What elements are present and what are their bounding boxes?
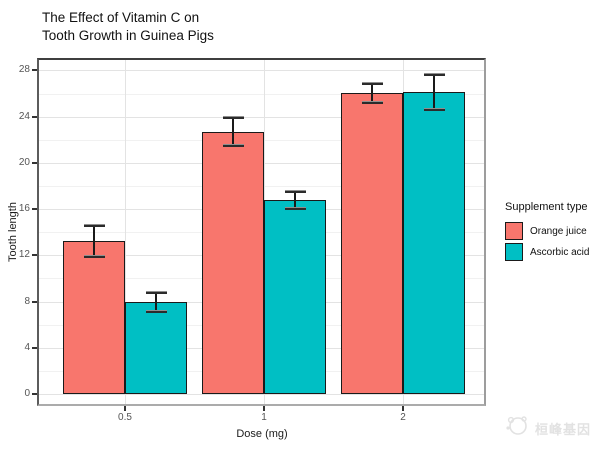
- y-tick-mark: [32, 162, 37, 164]
- y-tick-label: 0: [24, 388, 30, 399]
- legend-item-orange-juice: Orange juice: [505, 222, 589, 240]
- x-tick-label: 1: [261, 412, 267, 423]
- gridline-major-y: [39, 70, 484, 71]
- legend: Supplement type Orange juice Ascorbic ac…: [505, 201, 589, 264]
- y-tick-label: 12: [18, 249, 30, 260]
- x-tick-label: 2: [400, 412, 406, 423]
- gridline-minor-y: [39, 94, 484, 95]
- errorbar-cap-bottom: [145, 309, 167, 313]
- legend-title: Supplement type: [505, 201, 588, 213]
- legend-label: Orange juice: [530, 225, 587, 237]
- x-tick-mark: [124, 406, 126, 411]
- errorbar-orange-juice-0.5: [93, 224, 95, 258]
- legend-swatch-orange-juice: [505, 222, 523, 240]
- errorbar-ascorbic-acid-2: [433, 74, 435, 110]
- y-tick-label: 20: [18, 157, 30, 168]
- errorbar-orange-juice-2: [371, 83, 373, 103]
- watermark: 桓峰基因: [504, 414, 591, 443]
- x-axis-title: Dose (mg): [236, 428, 288, 440]
- bar-orange-juice-0.5: [63, 241, 125, 394]
- y-tick-mark: [32, 69, 37, 71]
- bar-ascorbic-acid-2: [403, 91, 465, 394]
- y-tick-label: 24: [18, 111, 30, 122]
- y-tick-mark: [32, 116, 37, 118]
- errorbar-cap-top: [222, 116, 244, 120]
- errorbar-cap-bottom: [423, 107, 445, 111]
- errorbar-cap-top: [361, 82, 383, 86]
- errorbar-cap-bottom: [83, 255, 105, 259]
- y-tick-label: 28: [18, 64, 30, 75]
- y-tick-label: 4: [24, 342, 30, 353]
- errorbar-cap-top: [83, 223, 105, 227]
- x-tick-mark: [402, 406, 404, 411]
- plot-panel: [37, 58, 486, 406]
- errorbar-cap-bottom: [361, 100, 383, 104]
- y-tick-mark: [32, 208, 37, 210]
- bar-orange-juice-1: [202, 131, 264, 394]
- legend-swatch-ascorbic-acid: [505, 243, 523, 261]
- errorbar-cap-top: [423, 73, 445, 77]
- x-tick-label: 0.5: [118, 412, 132, 423]
- x-tick-mark: [263, 406, 265, 411]
- errorbar-ascorbic-acid-0.5: [155, 291, 157, 312]
- legend-item-ascorbic-acid: Ascorbic acid: [505, 243, 589, 261]
- gridline-major-y: [39, 394, 484, 395]
- errorbar-orange-juice-1: [232, 117, 234, 146]
- watermark-text: 桓峰基因: [535, 422, 592, 437]
- y-tick-mark: [32, 301, 37, 303]
- errorbar-cap-bottom: [222, 144, 244, 147]
- gridline-major-y: [39, 117, 484, 118]
- bar-ascorbic-acid-1: [264, 200, 326, 394]
- gridline-major-x: [125, 60, 126, 404]
- errorbar-cap-top: [145, 290, 167, 294]
- bar-orange-juice-2: [341, 92, 403, 394]
- errorbar-cap-bottom: [284, 207, 306, 211]
- errorbar-ascorbic-acid-1: [294, 190, 296, 210]
- y-tick-label: 16: [18, 203, 30, 214]
- chart-title: The Effect of Vitamin C on Tooth Growth …: [42, 10, 214, 43]
- bar-ascorbic-acid-0.5: [125, 301, 187, 394]
- y-tick-mark: [32, 347, 37, 349]
- panda-logo-icon: [504, 414, 530, 443]
- legend-label: Ascorbic acid: [530, 246, 590, 258]
- y-tick-label: 8: [24, 296, 30, 307]
- y-tick-mark: [32, 393, 37, 395]
- errorbar-cap-top: [284, 189, 306, 193]
- y-tick-mark: [32, 254, 37, 256]
